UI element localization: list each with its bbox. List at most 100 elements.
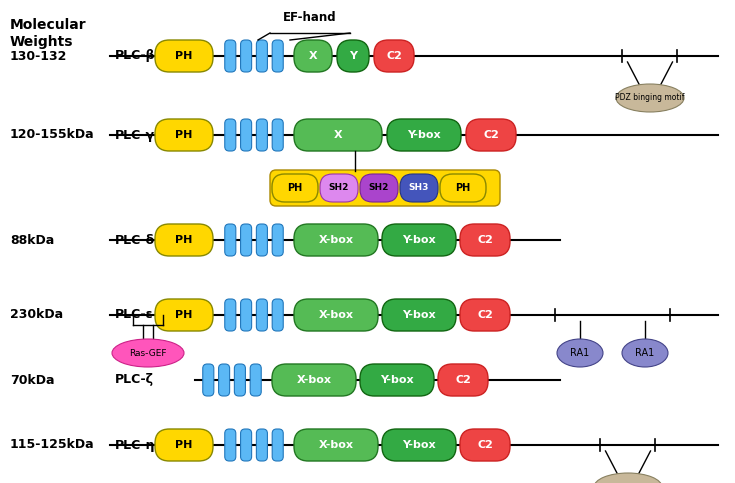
FancyBboxPatch shape bbox=[460, 299, 510, 331]
FancyBboxPatch shape bbox=[374, 40, 414, 72]
FancyBboxPatch shape bbox=[257, 429, 268, 461]
Text: Y: Y bbox=[349, 51, 357, 61]
Text: SH3: SH3 bbox=[409, 184, 429, 193]
Text: Y-box: Y-box bbox=[402, 235, 436, 245]
FancyBboxPatch shape bbox=[225, 119, 236, 151]
FancyBboxPatch shape bbox=[400, 174, 438, 202]
Text: PLC-β1: PLC-β1 bbox=[115, 49, 164, 62]
Text: PH: PH bbox=[176, 440, 193, 450]
Text: Ras-GEF: Ras-GEF bbox=[129, 349, 167, 357]
FancyBboxPatch shape bbox=[240, 299, 251, 331]
Text: C2: C2 bbox=[483, 130, 499, 140]
FancyBboxPatch shape bbox=[203, 364, 214, 396]
FancyBboxPatch shape bbox=[155, 119, 213, 151]
FancyBboxPatch shape bbox=[360, 364, 434, 396]
Text: 230kDa: 230kDa bbox=[10, 309, 63, 322]
FancyBboxPatch shape bbox=[272, 299, 283, 331]
FancyBboxPatch shape bbox=[225, 224, 236, 256]
FancyBboxPatch shape bbox=[460, 224, 510, 256]
Text: PLC-δ: PLC-δ bbox=[115, 233, 155, 246]
Text: Y-box: Y-box bbox=[380, 375, 414, 385]
Ellipse shape bbox=[112, 339, 184, 367]
Text: PLC-ζ: PLC-ζ bbox=[115, 373, 154, 386]
Text: 88kDa: 88kDa bbox=[10, 233, 54, 246]
Ellipse shape bbox=[557, 339, 603, 367]
Text: PDZ binging motif: PDZ binging motif bbox=[615, 94, 685, 102]
Text: RA1: RA1 bbox=[635, 348, 655, 358]
FancyBboxPatch shape bbox=[257, 40, 268, 72]
Text: X: X bbox=[309, 51, 318, 61]
FancyBboxPatch shape bbox=[272, 174, 318, 202]
Text: C2: C2 bbox=[477, 310, 493, 320]
Text: C2: C2 bbox=[477, 440, 493, 450]
Text: PLC-γ: PLC-γ bbox=[115, 128, 155, 142]
Text: C2: C2 bbox=[455, 375, 471, 385]
Text: RA1: RA1 bbox=[570, 348, 589, 358]
Text: X-box: X-box bbox=[318, 235, 354, 245]
FancyBboxPatch shape bbox=[382, 299, 456, 331]
Text: SH2: SH2 bbox=[329, 184, 349, 193]
FancyBboxPatch shape bbox=[382, 224, 456, 256]
FancyBboxPatch shape bbox=[440, 174, 486, 202]
FancyBboxPatch shape bbox=[272, 40, 283, 72]
Text: PLC-ε: PLC-ε bbox=[115, 309, 154, 322]
FancyBboxPatch shape bbox=[225, 429, 236, 461]
Text: Molecular
Weights: Molecular Weights bbox=[10, 18, 87, 49]
Text: X-box: X-box bbox=[318, 440, 354, 450]
FancyBboxPatch shape bbox=[360, 174, 398, 202]
Text: PH: PH bbox=[176, 235, 193, 245]
FancyBboxPatch shape bbox=[466, 119, 516, 151]
FancyBboxPatch shape bbox=[250, 364, 261, 396]
FancyBboxPatch shape bbox=[337, 40, 369, 72]
Text: PLC-η: PLC-η bbox=[115, 439, 156, 452]
FancyBboxPatch shape bbox=[155, 299, 213, 331]
FancyBboxPatch shape bbox=[294, 40, 332, 72]
Text: SH2: SH2 bbox=[369, 184, 390, 193]
Text: C2: C2 bbox=[477, 235, 493, 245]
Text: PH: PH bbox=[176, 51, 193, 61]
FancyBboxPatch shape bbox=[225, 299, 236, 331]
FancyBboxPatch shape bbox=[382, 429, 456, 461]
Ellipse shape bbox=[594, 473, 662, 483]
FancyBboxPatch shape bbox=[234, 364, 245, 396]
Text: 120-155kDa: 120-155kDa bbox=[10, 128, 95, 142]
FancyBboxPatch shape bbox=[294, 224, 378, 256]
FancyBboxPatch shape bbox=[438, 364, 488, 396]
Text: C2: C2 bbox=[386, 51, 402, 61]
Text: Y-box: Y-box bbox=[402, 310, 436, 320]
Ellipse shape bbox=[622, 339, 668, 367]
Text: 130-132: 130-132 bbox=[10, 49, 68, 62]
FancyBboxPatch shape bbox=[272, 364, 356, 396]
FancyBboxPatch shape bbox=[272, 429, 283, 461]
Text: Y-box: Y-box bbox=[407, 130, 441, 140]
Text: 115-125kDa: 115-125kDa bbox=[10, 439, 95, 452]
Text: PH: PH bbox=[287, 183, 303, 193]
FancyBboxPatch shape bbox=[240, 40, 251, 72]
FancyBboxPatch shape bbox=[240, 119, 251, 151]
Text: X-box: X-box bbox=[318, 310, 354, 320]
FancyBboxPatch shape bbox=[294, 429, 378, 461]
FancyBboxPatch shape bbox=[257, 224, 268, 256]
Ellipse shape bbox=[616, 84, 684, 112]
FancyBboxPatch shape bbox=[225, 40, 236, 72]
Text: EF-hand: EF-hand bbox=[283, 11, 337, 24]
FancyBboxPatch shape bbox=[272, 224, 283, 256]
Text: PH: PH bbox=[176, 310, 193, 320]
FancyBboxPatch shape bbox=[240, 224, 251, 256]
Text: PH: PH bbox=[176, 130, 193, 140]
Text: X: X bbox=[334, 130, 343, 140]
FancyBboxPatch shape bbox=[218, 364, 229, 396]
FancyBboxPatch shape bbox=[155, 40, 213, 72]
FancyBboxPatch shape bbox=[460, 429, 510, 461]
Text: Y-box: Y-box bbox=[402, 440, 436, 450]
FancyBboxPatch shape bbox=[387, 119, 461, 151]
FancyBboxPatch shape bbox=[272, 119, 283, 151]
FancyBboxPatch shape bbox=[257, 299, 268, 331]
FancyBboxPatch shape bbox=[320, 174, 358, 202]
FancyBboxPatch shape bbox=[270, 170, 500, 206]
FancyBboxPatch shape bbox=[294, 119, 382, 151]
FancyBboxPatch shape bbox=[155, 224, 213, 256]
FancyBboxPatch shape bbox=[240, 429, 251, 461]
FancyBboxPatch shape bbox=[155, 429, 213, 461]
Text: PH: PH bbox=[456, 183, 470, 193]
